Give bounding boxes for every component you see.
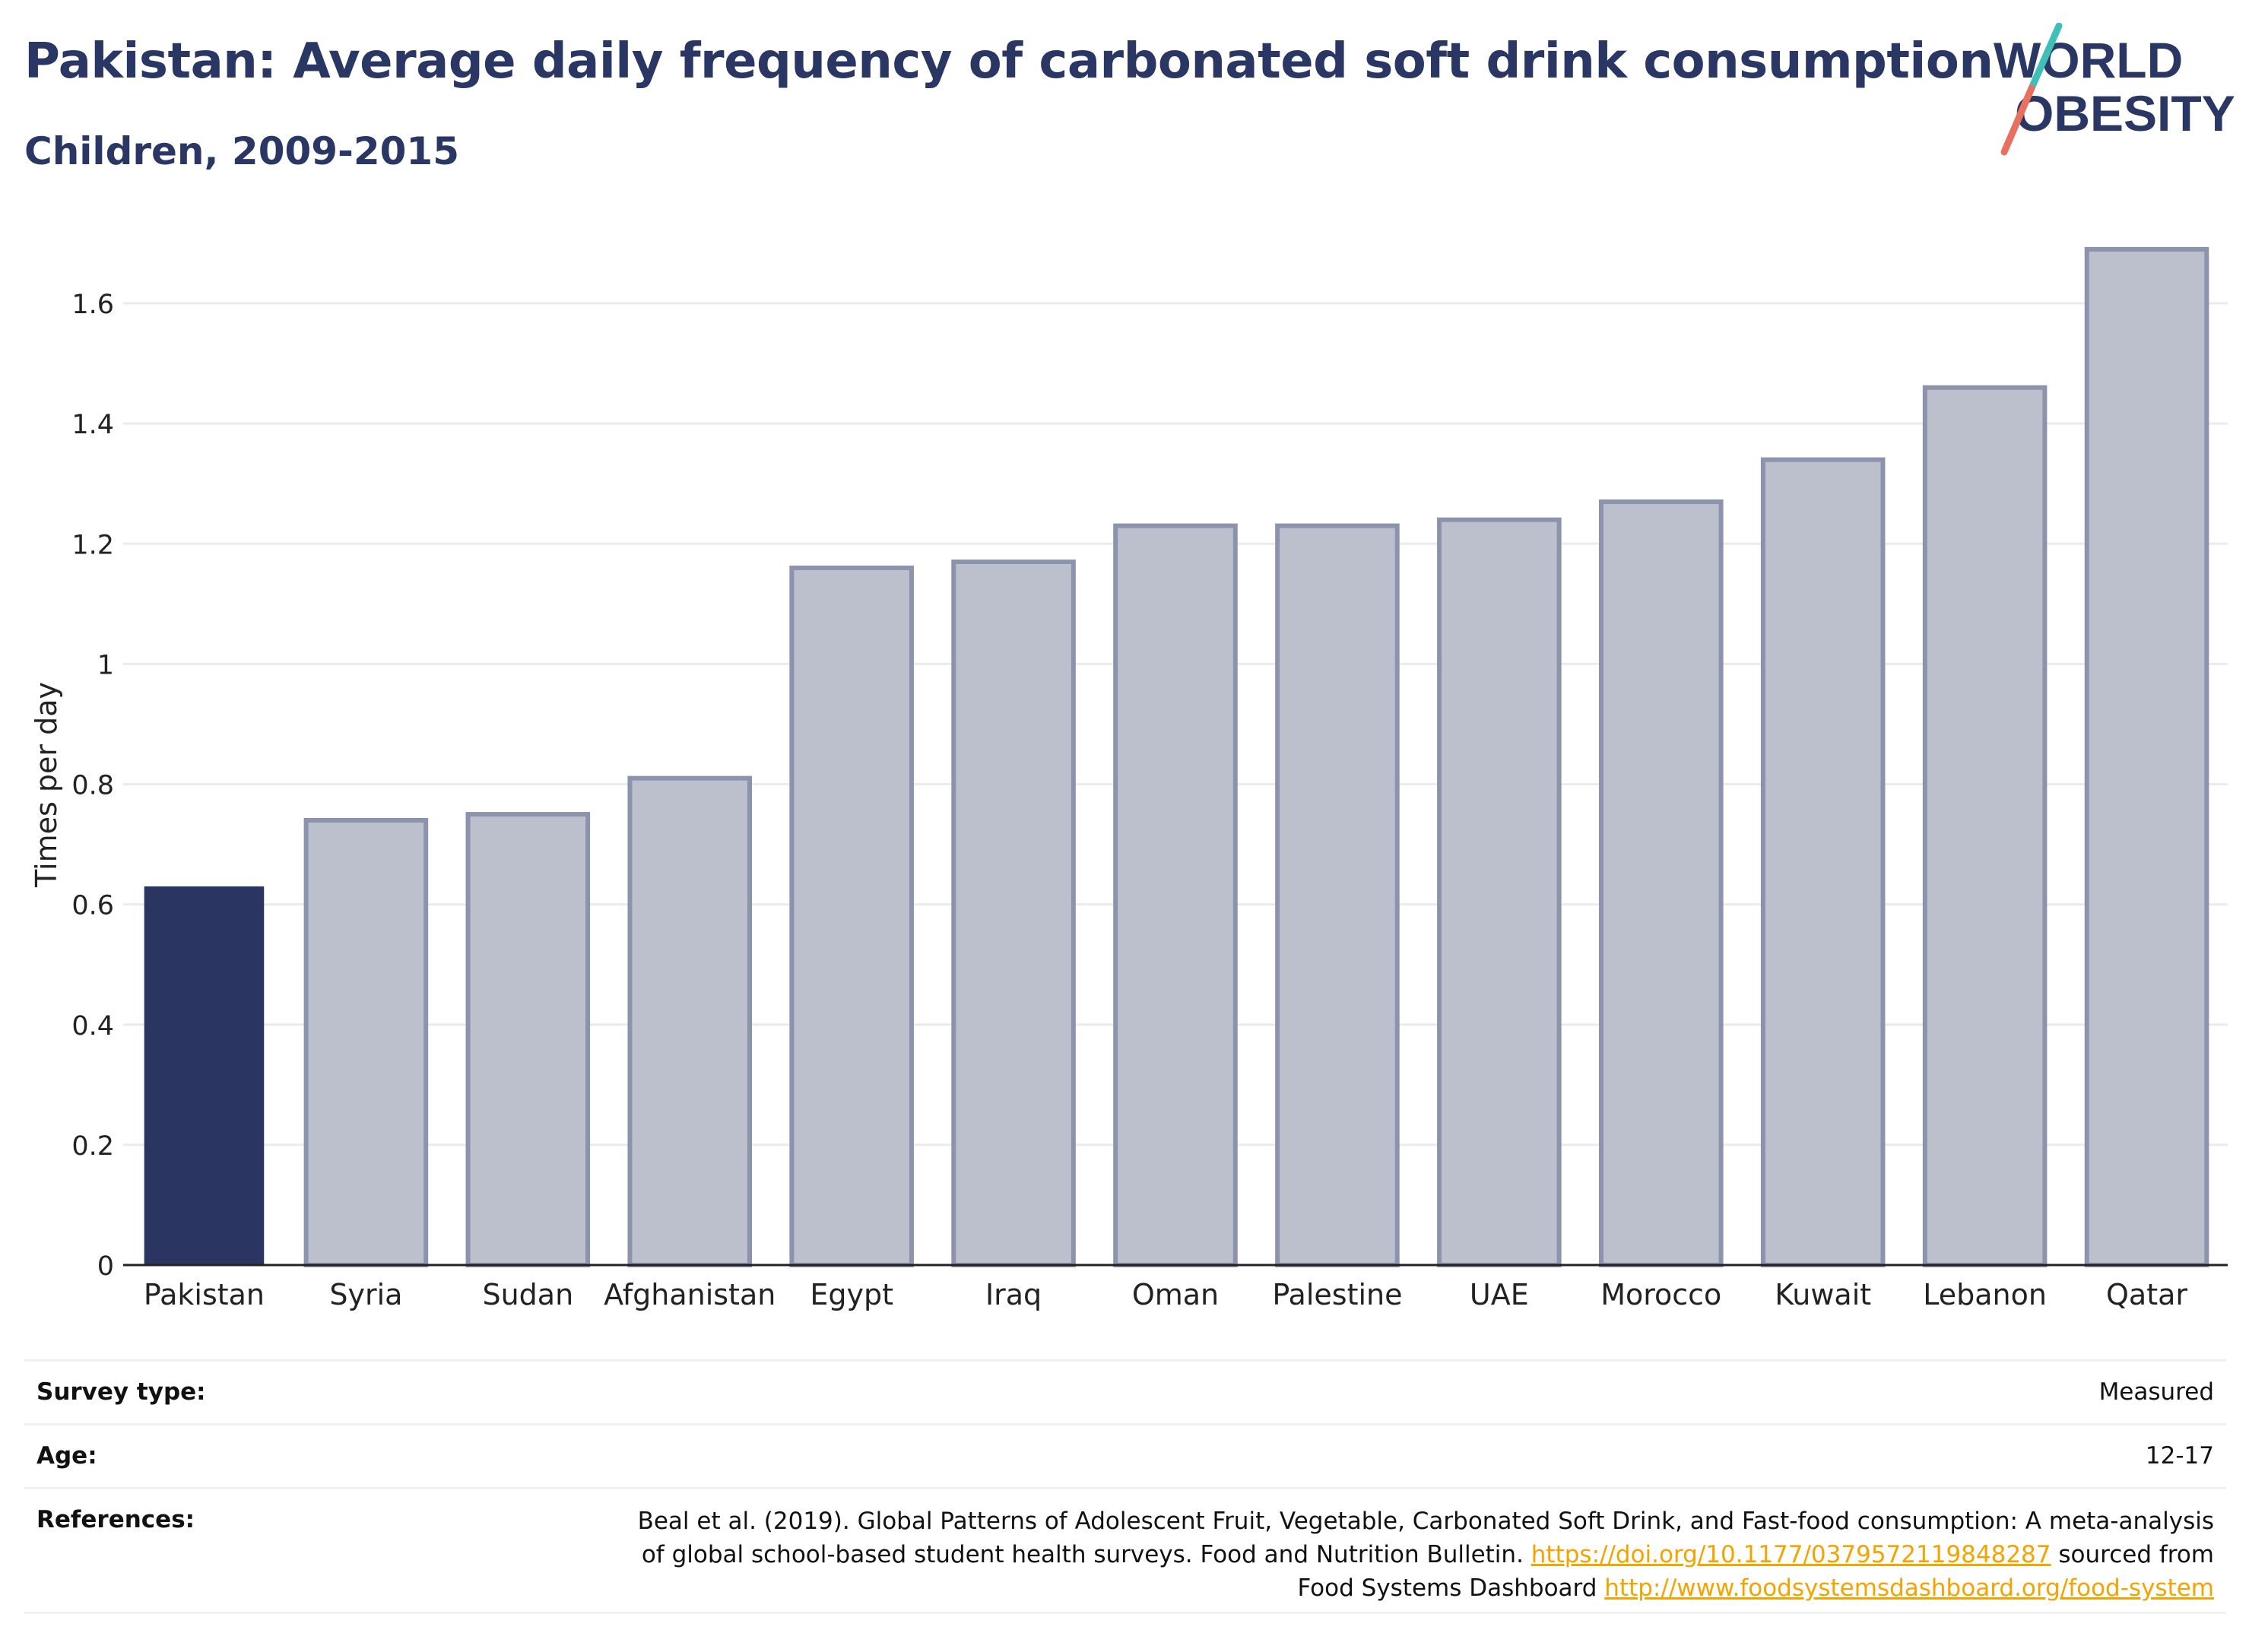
age-value: 12-17 bbox=[2145, 1442, 2214, 1470]
bar-morocco bbox=[1598, 499, 1724, 1267]
reference-source: sourced from Food Systems Dashboard bbox=[1297, 1541, 2214, 1602]
y-tick-label: 1 bbox=[97, 650, 114, 680]
x-tick-label: Kuwait bbox=[1775, 1278, 1871, 1311]
bars bbox=[144, 246, 2209, 1267]
y-tick-label: 0.2 bbox=[71, 1131, 114, 1162]
bar-lebanon bbox=[1922, 385, 2048, 1267]
bar-iraq bbox=[951, 560, 1076, 1267]
bar-egypt bbox=[789, 565, 914, 1267]
x-tick-label: Syria bbox=[329, 1278, 402, 1311]
x-tick-label: Morocco bbox=[1600, 1278, 1721, 1311]
bar-qatar bbox=[2084, 246, 2209, 1267]
survey-type-row: Survey type: Measured bbox=[24, 1359, 2226, 1425]
survey-type-value: Measured bbox=[2098, 1378, 2214, 1406]
survey-type-label: Survey type: bbox=[36, 1378, 206, 1406]
x-tick-label: UAE bbox=[1470, 1278, 1529, 1311]
reference-doi-link[interactable]: https://doi.org/10.1177/0379572119848287 bbox=[1531, 1541, 2051, 1568]
bar-chart: 0 0.2 0.4 0.6 0.8 1 1.2 1.4 1.6 Pakistan Syria Sud… bbox=[30, 246, 2228, 1311]
x-tick-label: Afghanistan bbox=[604, 1278, 776, 1311]
age-row: Age: 12-17 bbox=[24, 1423, 2226, 1489]
logo-line-2: OBESITY bbox=[2015, 85, 2235, 141]
y-tick-label: 0 bbox=[97, 1251, 114, 1282]
references-label: References: bbox=[36, 1506, 195, 1533]
x-tick-label: Lebanon bbox=[1923, 1278, 2047, 1311]
x-tick-label: Iraq bbox=[985, 1278, 1042, 1311]
bar-sudan bbox=[465, 812, 591, 1267]
y-axis-label: Times per day bbox=[30, 682, 63, 888]
y-tick-label: 0.6 bbox=[71, 891, 114, 921]
reference-dashboard-link[interactable]: http://www.foodsystemsdashboard.org/food… bbox=[1604, 1574, 2214, 1602]
bar-palestine bbox=[1275, 523, 1400, 1267]
x-tick-label: Egypt bbox=[810, 1278, 893, 1311]
logo-slash-teal bbox=[2028, 23, 2063, 92]
y-tick-labels: 0 0.2 0.4 0.6 0.8 1 1.2 1.4 1.6 bbox=[71, 290, 114, 1282]
chart-title: Pakistan: Average daily frequency of car… bbox=[24, 33, 1994, 90]
y-tick-label: 1.4 bbox=[71, 410, 114, 440]
y-tick-label: 0.4 bbox=[71, 1011, 114, 1042]
y-tick-label: 1.6 bbox=[71, 290, 114, 320]
world-obesity-logo: WORLD OBESITY bbox=[1994, 23, 2235, 156]
y-tick-label: 0.8 bbox=[71, 771, 114, 801]
x-tick-label: Oman bbox=[1132, 1278, 1219, 1311]
info-bottom-divider bbox=[24, 1612, 2226, 1614]
x-tick-label: Pakistan bbox=[144, 1278, 265, 1311]
x-tick-label: Palestine bbox=[1272, 1278, 1402, 1311]
x-tick-labels: Pakistan Syria Sudan Afghanistan Egypt Iraq Om… bbox=[144, 1278, 2188, 1311]
age-label: Age: bbox=[36, 1442, 97, 1470]
chart-subtitle: Children, 2009-2015 bbox=[24, 129, 459, 173]
bar-uae bbox=[1437, 517, 1562, 1267]
bar-oman bbox=[1113, 523, 1238, 1267]
references-text: Beal et al. (2019). Global Patterns of A… bbox=[617, 1505, 2214, 1605]
reference-citation: Beal et al. (2019). Global Patterns of A… bbox=[637, 1508, 2214, 1568]
bar-pakistan bbox=[144, 886, 265, 1265]
logo-line-1: WORLD bbox=[1994, 32, 2183, 88]
bar-afghanistan bbox=[627, 775, 753, 1267]
x-tick-label: Qatar bbox=[2106, 1278, 2187, 1311]
bar-kuwait bbox=[1760, 457, 1886, 1267]
logo-slash-coral bbox=[2000, 84, 2035, 156]
references-row: References: Beal et al. (2019). Global P… bbox=[24, 1487, 2226, 1614]
bar-syria bbox=[303, 817, 429, 1267]
x-tick-label: Sudan bbox=[482, 1278, 573, 1311]
y-tick-label: 1.2 bbox=[71, 530, 114, 560]
